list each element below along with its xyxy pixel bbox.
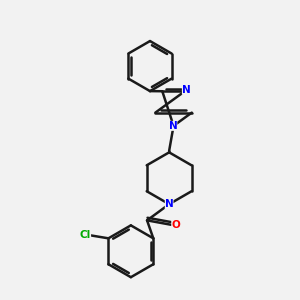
Text: N: N: [165, 199, 173, 209]
Text: N: N: [182, 85, 191, 95]
Text: Cl: Cl: [80, 230, 91, 240]
Text: N: N: [169, 121, 177, 131]
Text: O: O: [171, 220, 180, 230]
